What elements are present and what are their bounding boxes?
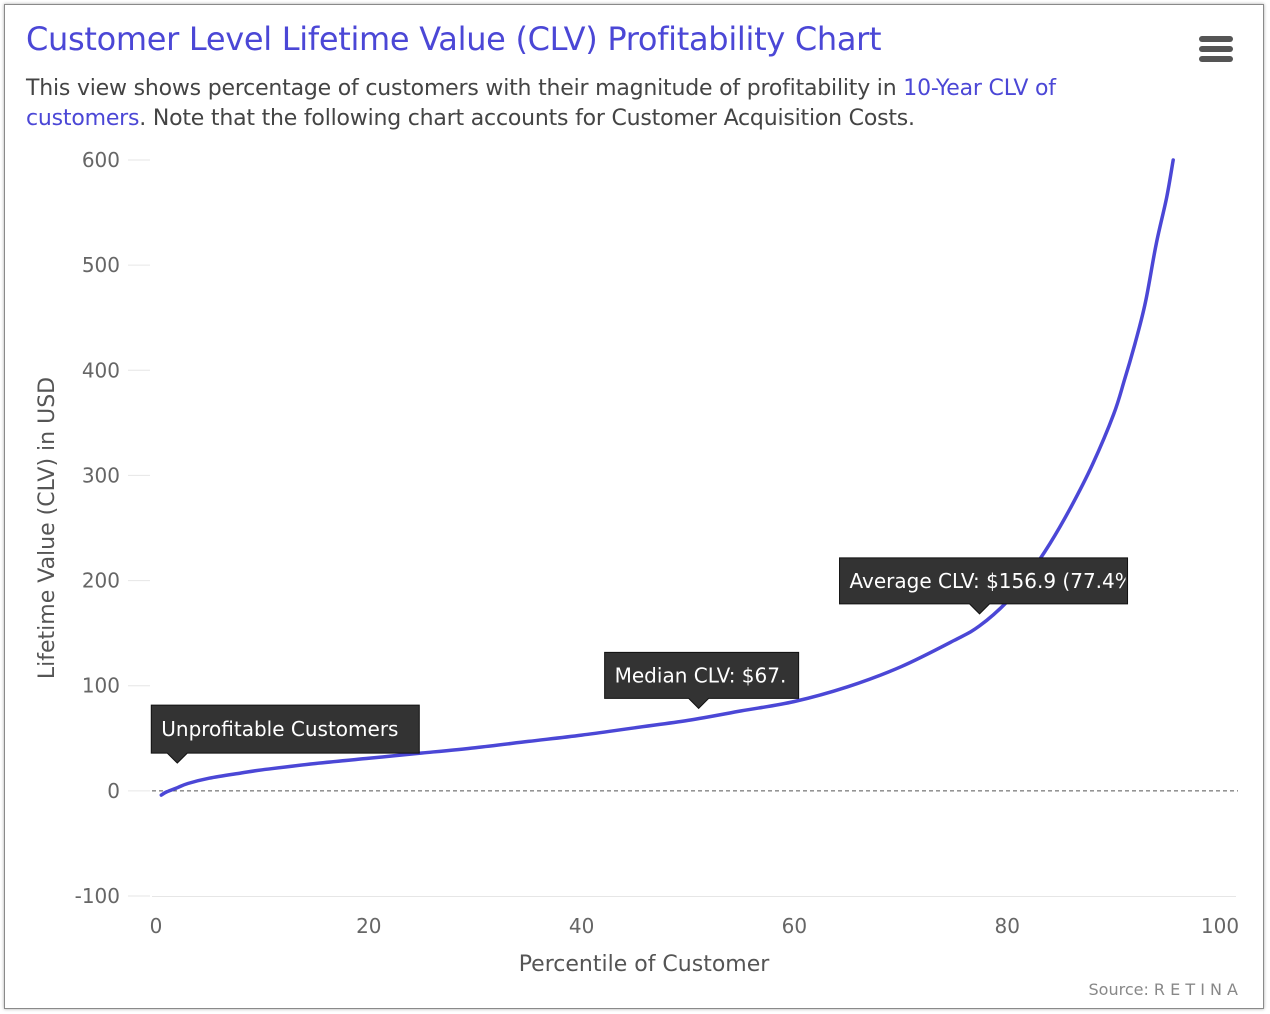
tooltip-box [150,704,420,764]
clv-link[interactable]: 10-Year CLV of customers [26,76,1056,131]
menu-bar [1199,46,1233,52]
clv-series-line [159,158,1175,797]
y-tick-label: 100 [82,674,120,698]
x-axis-title: Percentile of Customer [519,952,771,977]
tooltip-label: Unprofitable Customers [161,717,398,741]
x-tick-label: 40 [569,914,594,938]
y-axis-title: Lifetime Value (CLV) in USD [35,377,60,679]
y-tick-label: 200 [82,569,120,593]
y-tick-label: 0 [107,779,120,803]
menu-bar [1199,56,1233,62]
hamburger-menu-icon[interactable] [1196,32,1236,66]
annotation-tooltip: Unprofitable Customers [150,704,420,764]
tooltip-box [604,651,800,710]
annotation-tooltip: Median CLV: $67. [604,651,800,710]
y-tick-label: 600 [82,148,120,172]
y-tick-label: 500 [82,253,120,277]
tooltip-box [839,557,1129,615]
tooltip-label: Median CLV: $67. [615,663,787,687]
chart-subtitle: This view shows percentage of customers … [26,74,1176,134]
y-tick-label: -100 [75,884,120,908]
y-tick-label: 300 [82,463,120,487]
x-tick-label: 60 [782,914,807,938]
y-tick-label: 400 [82,358,120,382]
annotation-tooltip: Average CLV: $156.9 (77.4% [839,557,1134,615]
menu-bar [1199,36,1233,42]
subtitle-text-after: . Note that the following chart accounts… [139,106,915,131]
chart-title: Customer Level Lifetime Value (CLV) Prof… [26,20,882,58]
subtitle-text-before: This view shows percentage of customers … [26,76,904,101]
x-tick-label: 0 [150,914,163,938]
x-tick-label: 80 [994,914,1019,938]
x-tick-label: 100 [1201,914,1239,938]
x-tick-label: 20 [356,914,381,938]
tooltip-label: Average CLV: $156.9 (77.4% [850,569,1134,593]
source-credit[interactable]: Source: R E T I N A [1088,980,1239,999]
chart-container [4,4,1264,1009]
